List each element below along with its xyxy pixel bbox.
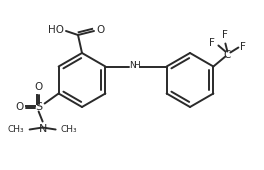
Text: CH₃: CH₃ — [8, 125, 25, 134]
Text: O: O — [35, 81, 43, 91]
Text: F: F — [209, 38, 214, 48]
Text: F: F — [223, 30, 228, 40]
Text: N: N — [39, 123, 47, 133]
Text: F: F — [241, 41, 246, 52]
Text: HO: HO — [48, 25, 64, 35]
Text: H: H — [133, 61, 139, 70]
Text: O: O — [15, 103, 23, 113]
Text: N: N — [130, 61, 136, 70]
Text: CH₃: CH₃ — [61, 125, 77, 134]
Text: O: O — [96, 25, 104, 35]
Text: S: S — [35, 103, 42, 113]
Text: C: C — [224, 49, 231, 60]
